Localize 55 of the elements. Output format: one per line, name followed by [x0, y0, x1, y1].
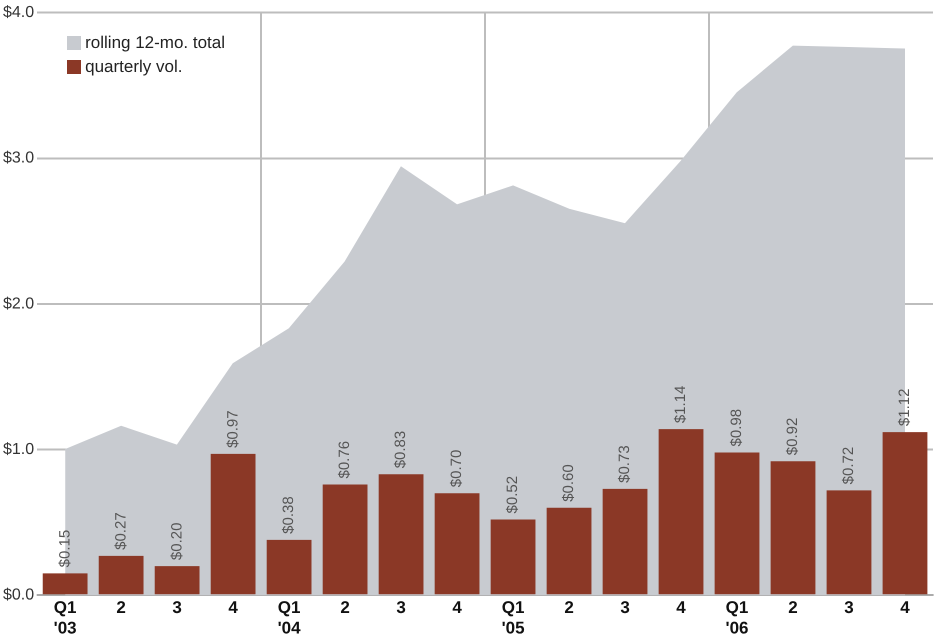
- bar: [378, 474, 424, 594]
- data-label: $0.76: [336, 440, 354, 479]
- data-label: $0.92: [784, 418, 802, 456]
- bar: [98, 556, 144, 594]
- data-label: $0.27: [112, 512, 130, 550]
- data-label: $0.20: [168, 522, 186, 560]
- x-tick-label: 3: [172, 598, 182, 618]
- data-label: $0.52: [504, 476, 522, 514]
- data-label: $0.83: [392, 430, 410, 468]
- x-tick-label: Q1 '04: [278, 598, 302, 638]
- bar: [210, 454, 256, 594]
- bar: [322, 484, 368, 594]
- data-label: $0.38: [280, 496, 298, 534]
- x-tick-label: 4: [900, 598, 910, 618]
- x-tick-label: 2: [116, 598, 126, 618]
- data-label: $0.97: [224, 410, 242, 448]
- x-tick-label: Q1 '03: [54, 598, 77, 638]
- data-label: $1.14: [672, 386, 690, 424]
- bar: [490, 519, 536, 594]
- data-label: $1.12: [896, 388, 914, 426]
- data-label: $0.98: [728, 408, 746, 446]
- x-tick-label: 2: [788, 598, 798, 618]
- bar: [266, 540, 312, 594]
- x-tick-label: 3: [396, 598, 406, 618]
- x-tick-label: Q1 '05: [502, 598, 525, 638]
- bar: [826, 490, 872, 594]
- bar: [154, 566, 200, 594]
- data-label: $0.60: [560, 464, 578, 502]
- y-tick-label: $4.0: [3, 4, 34, 22]
- y-tick-label: $1.0: [3, 440, 34, 458]
- legend-label: rolling 12-mo. total: [85, 32, 225, 53]
- bar: [602, 488, 648, 594]
- data-label: $0.70: [448, 450, 466, 488]
- x-tick-label: Q1 '06: [726, 598, 749, 638]
- bar: [434, 493, 480, 594]
- x-tick-label: 4: [452, 598, 462, 618]
- x-tick-label: 2: [340, 598, 350, 618]
- bar: [546, 508, 592, 594]
- x-tick-label: 3: [620, 598, 630, 618]
- data-label: $0.73: [616, 445, 634, 483]
- bar: [770, 461, 816, 594]
- bar: [42, 573, 88, 594]
- bar: [714, 452, 760, 594]
- data-label: $0.15: [56, 530, 74, 568]
- y-tick-label: $2.0: [3, 295, 34, 312]
- data-label: $0.72: [840, 446, 858, 484]
- bar: [882, 432, 928, 594]
- x-tick-label: 2: [564, 598, 574, 618]
- bar: [658, 429, 704, 594]
- y-tick-label: $0.0: [3, 586, 34, 604]
- x-tick-label: 4: [228, 598, 238, 618]
- y-tick-label: $3.0: [3, 150, 34, 167]
- x-tick-label: 3: [844, 598, 854, 618]
- x-tick-label: 4: [676, 598, 686, 618]
- legend-label: quarterly vol.: [85, 56, 182, 77]
